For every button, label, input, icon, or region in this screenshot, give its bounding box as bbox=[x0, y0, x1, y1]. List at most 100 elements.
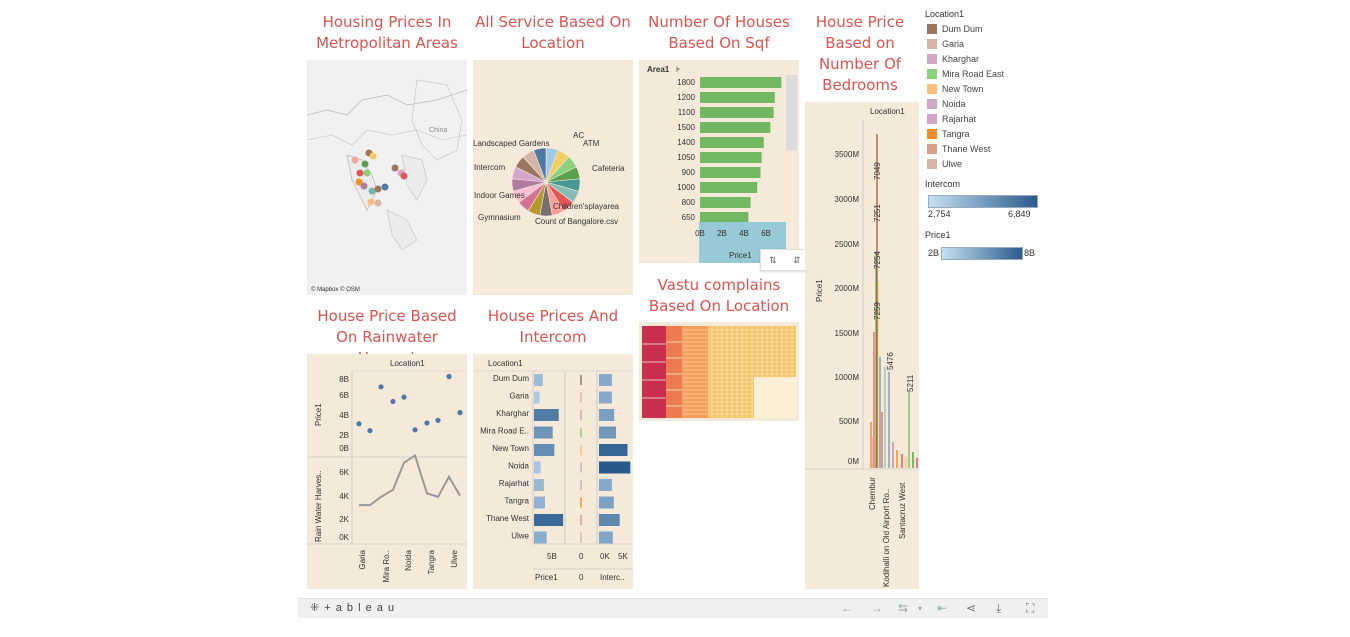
sqf-category-label: 1050 bbox=[677, 153, 695, 162]
sqf-bar[interactable] bbox=[700, 92, 775, 103]
revert-icon[interactable]: ⇆ bbox=[898, 601, 909, 615]
price-point[interactable] bbox=[457, 410, 463, 416]
map-attribution[interactable]: © Mapbox © OSM bbox=[311, 286, 360, 293]
intercom-intercom-bar[interactable] bbox=[599, 479, 612, 491]
download-icon[interactable]: ⤓ bbox=[996, 601, 1002, 615]
sqf-panel[interactable]: Area1 ⊧ 1800 1200 1100 1500 1400 1050 900 1000 8… bbox=[639, 60, 799, 263]
share-icon[interactable]: ⋖ bbox=[966, 601, 977, 615]
intercom-price-bar[interactable] bbox=[534, 444, 555, 456]
price-point[interactable] bbox=[424, 420, 430, 426]
legend-swatch bbox=[927, 113, 937, 124]
pie-svg[interactable]: AC ATM Cafeteria Children'splayarea Coun… bbox=[473, 60, 633, 295]
intercom-price-bar[interactable] bbox=[534, 374, 543, 386]
legend-location-item[interactable]: Garia bbox=[927, 37, 964, 50]
sort-icon[interactable]: ⊧ bbox=[676, 65, 680, 74]
legend-price-gradient[interactable] bbox=[941, 247, 1023, 260]
price-point[interactable] bbox=[390, 398, 396, 405]
bedrooms-svg[interactable]: Location1 Price1 3500M 3000M 2500M 2000M 150… bbox=[805, 102, 919, 589]
intercom-price-bar[interactable] bbox=[534, 426, 553, 439]
legend-location-label: Mira Road East bbox=[942, 68, 1005, 79]
pie-panel[interactable]: AC ATM Cafeteria Children'splayarea Coun… bbox=[473, 60, 633, 295]
rain-ytick-rain: 4K bbox=[339, 492, 349, 501]
legend-location-item[interactable]: Dum Dum bbox=[927, 22, 983, 35]
legend-location-item[interactable]: Rajarhat bbox=[927, 112, 976, 125]
rainwater-panel[interactable]: Location1 Price1 Rain Water Harves.. 8B 6… bbox=[307, 354, 467, 589]
sqf-bar[interactable] bbox=[700, 152, 762, 163]
tableau-logo[interactable]: ⁜ + a b l e a u bbox=[310, 601, 395, 614]
bedrooms-spikes[interactable] bbox=[870, 134, 918, 468]
rain-line[interactable] bbox=[359, 454, 461, 507]
rainwater-svg[interactable]: Location1 Price1 Rain Water Harves.. 8B 6… bbox=[307, 354, 467, 589]
undo-icon[interactable]: ← bbox=[841, 601, 853, 615]
intercom-panel[interactable]: Location1 Dum Dum Garia Kharghar Mira Road … bbox=[473, 354, 633, 589]
intercom-intercom-bar[interactable] bbox=[599, 409, 615, 421]
map-points[interactable] bbox=[351, 149, 408, 207]
sort-ascending-icon[interactable]: ⇅ bbox=[769, 254, 777, 265]
price-point[interactable] bbox=[378, 384, 384, 390]
legend-location-item[interactable]: Kharghar bbox=[927, 52, 979, 65]
legend-location-item[interactable]: Thane West bbox=[927, 142, 990, 155]
price-point[interactable] bbox=[367, 428, 373, 434]
bedrooms-ytick-label: 1500M bbox=[835, 329, 860, 338]
intercom-intercom-bar[interactable] bbox=[599, 444, 628, 456]
intercom-intercom-bar[interactable] bbox=[599, 496, 614, 509]
bedrooms-panel[interactable]: Location1 Price1 3500M 3000M 2500M 2000M 150… bbox=[805, 102, 919, 589]
pie-label-gymnasium: Gymnasium bbox=[478, 213, 521, 222]
price-point[interactable] bbox=[356, 421, 362, 427]
rainwater-ylabel-rain: Rain Water Harves.. bbox=[314, 470, 323, 542]
intercom-price-bar[interactable] bbox=[534, 409, 559, 421]
map-panel[interactable]: China © Mapbox © OSM bbox=[307, 60, 467, 295]
sqf-svg[interactable]: Area1 ⊧ 1800 1200 1100 1500 1400 1050 900 1000 8… bbox=[639, 60, 799, 263]
intercom-intercom-bar[interactable] bbox=[599, 461, 631, 474]
price-point[interactable] bbox=[412, 427, 418, 433]
map-svg[interactable]: China © Mapbox © OSM bbox=[307, 60, 467, 295]
pie-chart[interactable] bbox=[511, 147, 581, 217]
intercom-price-bar[interactable] bbox=[534, 479, 544, 491]
intercom-intercom-bar[interactable] bbox=[599, 391, 612, 404]
sqf-bar[interactable] bbox=[700, 182, 758, 193]
sqf-bar[interactable] bbox=[700, 212, 749, 223]
sort-descending-icon[interactable]: ⇵ bbox=[792, 254, 801, 265]
fullscreen-icon[interactable]: ⛶ bbox=[1026, 601, 1035, 615]
intercom-price-bar[interactable] bbox=[534, 496, 545, 509]
intercom-intercom-bar[interactable] bbox=[599, 531, 613, 544]
intercom-intercom-bar[interactable] bbox=[599, 514, 620, 526]
revert-dropdown-icon[interactable]: ▾ bbox=[918, 604, 923, 613]
sqf-bar[interactable] bbox=[700, 122, 771, 133]
vastu-treemap[interactable] bbox=[639, 322, 799, 421]
intercom-price-bar[interactable] bbox=[534, 531, 547, 544]
intercom-intercom-bar[interactable] bbox=[599, 426, 617, 439]
rain-ytick-rain: 6K bbox=[339, 468, 349, 477]
redo-icon[interactable]: → bbox=[871, 601, 883, 615]
reset-icon[interactable]: ⇤ bbox=[937, 601, 948, 615]
price-point[interactable] bbox=[401, 394, 407, 400]
vastu-panel[interactable] bbox=[639, 322, 799, 421]
legend-location-item[interactable]: Ulwe bbox=[927, 157, 962, 170]
intercom-price-bar[interactable] bbox=[534, 514, 564, 526]
intercom-svg[interactable]: Location1 Dum Dum Garia Kharghar Mira Road … bbox=[473, 354, 633, 589]
price-scatter[interactable] bbox=[356, 373, 463, 434]
sqf-bar[interactable] bbox=[700, 167, 761, 178]
sqf-bar[interactable] bbox=[700, 77, 782, 88]
sqf-bar[interactable] bbox=[700, 197, 751, 208]
intercom-price-bar[interactable] bbox=[534, 391, 540, 404]
pie-label-landscaped: Landscaped Gardens bbox=[473, 139, 550, 148]
sqf-bars[interactable]: 1800 1200 1100 1500 1400 1050 900 1000 800 650 bbox=[677, 77, 782, 223]
sqf-bar[interactable] bbox=[700, 137, 764, 148]
price-point[interactable] bbox=[446, 373, 452, 380]
intercom-rows[interactable]: Dum Dum Garia Kharghar Mira Road E.. New Tow… bbox=[480, 374, 631, 544]
legend-location-item[interactable]: Noida bbox=[927, 97, 966, 110]
legend-intercom-gradient[interactable] bbox=[928, 195, 1038, 208]
intercom-intercom-bar[interactable] bbox=[599, 374, 612, 386]
pie-slice[interactable] bbox=[533, 147, 547, 183]
legend-location-item[interactable]: New Town bbox=[927, 82, 983, 95]
pie-label-cafeteria: Cafeteria bbox=[592, 164, 625, 173]
legend-location-item[interactable]: Tangra bbox=[927, 127, 970, 140]
price-point[interactable] bbox=[435, 417, 441, 423]
intercom-location-label: Dum Dum bbox=[493, 374, 529, 383]
legend-location-item[interactable]: Mira Road East bbox=[927, 67, 1004, 80]
intercom-price-bar[interactable] bbox=[534, 461, 541, 474]
bottom-toolbar bbox=[298, 598, 1048, 618]
bedrooms-label-4: 7259 bbox=[873, 302, 882, 320]
sqf-bar[interactable] bbox=[700, 107, 774, 118]
